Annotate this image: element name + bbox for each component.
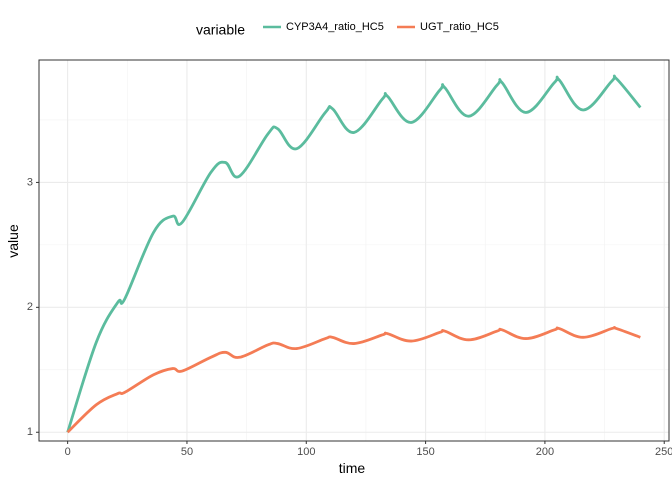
legend-label-ugt: UGT_ratio_HC5	[420, 21, 499, 33]
x-tick-label: 0	[65, 446, 71, 458]
legend-title: variable	[196, 22, 245, 38]
axis-ticks: 0 50 100 150 200 250 1 2 3	[27, 176, 672, 458]
legend: variable CYP3A4_ratio_HC5 UGT_ratio_HC5	[196, 21, 499, 38]
y-tick-label: 3	[27, 176, 33, 188]
x-axis-title: time	[339, 460, 366, 476]
legend-label-cyp3a4: CYP3A4_ratio_HC5	[286, 21, 384, 33]
y-tick-label: 1	[27, 426, 33, 438]
x-tick-label: 200	[536, 446, 554, 458]
series-line-ugt	[66, 325, 641, 434]
x-tick-label: 150	[416, 446, 434, 458]
major-gridlines	[39, 60, 669, 441]
x-tick-label: 100	[297, 446, 315, 458]
y-axis-title: value	[5, 224, 21, 258]
x-tick-label: 50	[181, 446, 193, 458]
x-tick-label: 250	[655, 446, 672, 458]
minor-gridlines	[39, 60, 669, 441]
series-layer	[66, 74, 642, 434]
y-tick-label: 2	[27, 301, 33, 313]
plot-panel-border	[38, 59, 670, 442]
series-line-cyp3a4	[66, 74, 642, 433]
